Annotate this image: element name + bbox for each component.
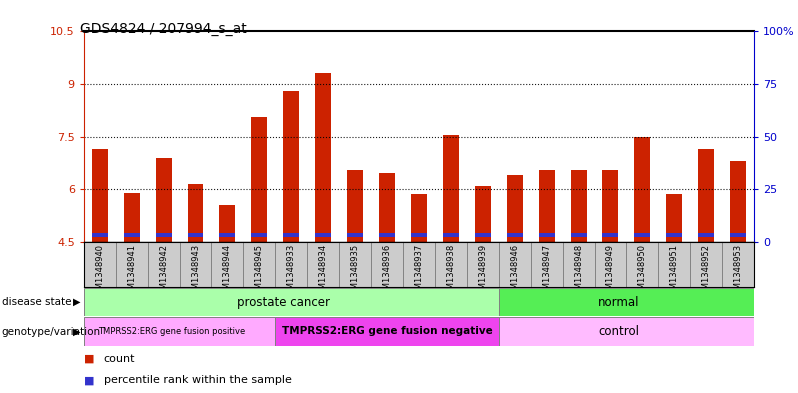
- Bar: [730, 233, 746, 237]
- Text: ▶: ▶: [73, 327, 81, 337]
- Bar: [283, 233, 299, 237]
- Bar: [188, 233, 203, 237]
- Text: disease state: disease state: [2, 297, 71, 307]
- Bar: [475, 185, 491, 242]
- Text: GSM1348949: GSM1348949: [606, 244, 615, 300]
- Text: control: control: [598, 325, 639, 338]
- Bar: [188, 184, 203, 242]
- Bar: [379, 233, 395, 237]
- Bar: [251, 117, 267, 242]
- Bar: [634, 136, 650, 242]
- Bar: [730, 161, 746, 242]
- Text: GSM1348951: GSM1348951: [670, 244, 679, 300]
- Bar: [156, 158, 172, 242]
- Bar: [411, 233, 427, 237]
- Text: GSM1348938: GSM1348938: [446, 244, 456, 300]
- Text: GSM1348941: GSM1348941: [127, 244, 136, 300]
- Text: GSM1348936: GSM1348936: [382, 244, 392, 300]
- Text: GSM1348946: GSM1348946: [510, 244, 519, 300]
- Bar: [411, 195, 427, 242]
- Bar: [666, 195, 682, 242]
- Bar: [499, 317, 754, 346]
- Text: prostate cancer: prostate cancer: [237, 296, 330, 309]
- Bar: [539, 233, 555, 237]
- Text: GSM1348933: GSM1348933: [286, 244, 296, 300]
- Bar: [219, 233, 235, 237]
- Bar: [275, 317, 499, 346]
- Bar: [666, 233, 682, 237]
- Bar: [571, 233, 587, 237]
- Text: count: count: [104, 354, 135, 364]
- Text: TMPRSS2:ERG gene fusion positive: TMPRSS2:ERG gene fusion positive: [98, 327, 245, 336]
- Bar: [602, 233, 618, 237]
- Text: GSM1348947: GSM1348947: [542, 244, 551, 300]
- Text: GSM1348943: GSM1348943: [191, 244, 200, 300]
- Bar: [571, 170, 587, 242]
- Text: GSM1348948: GSM1348948: [574, 244, 583, 300]
- Bar: [92, 233, 108, 237]
- Bar: [84, 317, 275, 346]
- Text: percentile rank within the sample: percentile rank within the sample: [104, 375, 291, 385]
- Text: GSM1348942: GSM1348942: [159, 244, 168, 300]
- Bar: [507, 175, 523, 242]
- Bar: [475, 233, 491, 237]
- Text: ▶: ▶: [73, 297, 81, 307]
- Bar: [443, 233, 459, 237]
- Text: GSM1348939: GSM1348939: [478, 244, 488, 300]
- Bar: [283, 91, 299, 242]
- Text: GSM1348950: GSM1348950: [638, 244, 647, 300]
- Text: GDS4824 / 207994_s_at: GDS4824 / 207994_s_at: [81, 22, 247, 36]
- Text: GSM1348935: GSM1348935: [350, 244, 360, 300]
- Bar: [698, 233, 714, 237]
- Text: GSM1348944: GSM1348944: [223, 244, 232, 300]
- Text: GSM1348945: GSM1348945: [255, 244, 264, 300]
- Bar: [379, 173, 395, 242]
- Text: GSM1348934: GSM1348934: [318, 244, 328, 300]
- Bar: [84, 288, 499, 316]
- Bar: [347, 233, 363, 237]
- Bar: [634, 233, 650, 237]
- Bar: [124, 193, 140, 242]
- Text: normal: normal: [598, 296, 639, 309]
- Bar: [315, 233, 331, 237]
- Text: ■: ■: [84, 375, 94, 385]
- Bar: [156, 233, 172, 237]
- Bar: [347, 170, 363, 242]
- Bar: [92, 149, 108, 242]
- Text: GSM1348953: GSM1348953: [733, 244, 743, 300]
- Bar: [315, 73, 331, 242]
- Text: GSM1348940: GSM1348940: [95, 244, 105, 300]
- Bar: [499, 288, 754, 316]
- Bar: [539, 170, 555, 242]
- Text: GSM1348937: GSM1348937: [414, 244, 424, 300]
- Text: GSM1348952: GSM1348952: [701, 244, 711, 300]
- Text: TMPRSS2:ERG gene fusion negative: TMPRSS2:ERG gene fusion negative: [282, 327, 492, 336]
- Bar: [443, 135, 459, 242]
- Bar: [219, 205, 235, 242]
- Bar: [124, 233, 140, 237]
- Text: genotype/variation: genotype/variation: [2, 327, 101, 337]
- Text: ■: ■: [84, 354, 94, 364]
- Bar: [602, 170, 618, 242]
- Bar: [507, 233, 523, 237]
- Bar: [698, 149, 714, 242]
- Bar: [251, 233, 267, 237]
